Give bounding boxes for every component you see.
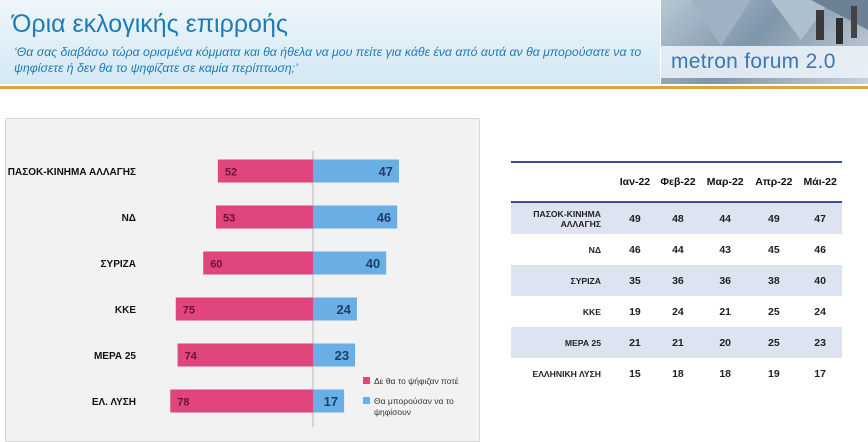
- category-label: ΣΥΡΙΖΑ: [101, 259, 136, 270]
- value-cell: 24: [814, 305, 826, 318]
- bar-could-vote: [313, 343, 356, 367]
- header-divider: [0, 86, 868, 89]
- party-cell: ΕΛΛΗΝΙΚΗ ΛΥΣΗ: [532, 368, 601, 379]
- data-label-never-vote: 53: [223, 213, 235, 225]
- bar-never-vote: [217, 159, 313, 183]
- bar-could-vote: [313, 251, 387, 275]
- data-label-could-vote: 40: [366, 256, 380, 271]
- data-label-never-vote: 60: [210, 259, 222, 271]
- table-header-row: Ιαν-22 Φεβ-22 Μαρ-22 Απρ-22 Μάι-22: [511, 163, 842, 203]
- value-cell: 36: [654, 265, 702, 296]
- party-cell: ΝΔ: [588, 244, 601, 255]
- category-label: ΠΑΣΟΚ-ΚΙΝΗΜΑ ΑΛΛΑΓΗΣ: [8, 167, 136, 178]
- value-cell: 48: [654, 202, 702, 234]
- table-header-cell: Μάι-22: [798, 163, 842, 203]
- logo-band: [661, 46, 868, 78]
- bar-could-vote: [313, 297, 357, 321]
- value-cell: 21: [654, 327, 702, 358]
- metron-forum-logo: metron forum 2.0: [671, 50, 836, 73]
- value-cell: 25: [767, 305, 780, 318]
- value-cell: 21: [719, 305, 732, 318]
- data-label-could-vote: 46: [377, 210, 391, 225]
- page-title: Όρια εκλογικής επιρροής: [12, 10, 288, 38]
- bar-never-vote: [203, 251, 313, 275]
- legend-label-never-vote: Δε θα το ψήφιζαν ποτέ: [374, 376, 459, 386]
- table-top-rule: [511, 161, 842, 163]
- trend-table: Ιαν-22 Φεβ-22 Μαρ-22 Απρ-22 Μάι-22 ΠΑΣΟΚ…: [511, 163, 842, 389]
- party-cell: ΠΑΣΟΚ-ΚΙΝΗΜΑ ΑΛΛΑΓΗΣ: [511, 202, 615, 234]
- bar-never-vote: [177, 343, 313, 367]
- bar-never-vote: [170, 389, 313, 413]
- category-label: ΜΕΡΑ 25: [94, 351, 136, 362]
- table-row: ΚΚΕ 19 24 21 25 24: [511, 296, 842, 327]
- data-label-could-vote: 17: [324, 394, 338, 409]
- legend-swatch-never-vote: [363, 377, 370, 384]
- data-label-never-vote: 75: [183, 305, 195, 317]
- chart-canvas: 52 47 ΠΑΣΟΚ-ΚΙΝΗΜΑ ΑΛΛΑΓΗΣ 53 46 ΝΔ 60 40 ΣΥΡΙΖΑ…: [8, 151, 459, 427]
- value-cell: 24: [672, 305, 684, 318]
- value-cell: 44: [701, 202, 750, 234]
- legend-label-could-vote: Θα μπορούσαν να το ψηφίσουν: [374, 396, 454, 417]
- value-cell: 43: [719, 243, 732, 256]
- table-row: ΠΑΣΟΚ-ΚΙΝΗΜΑ ΑΛΛΑΓΗΣ 49 48 44 49 47: [511, 202, 842, 234]
- value-cell: 19: [629, 305, 641, 318]
- data-label-could-vote: 23: [335, 348, 349, 363]
- data-label-never-vote: 78: [177, 397, 189, 409]
- header-background: [0, 0, 660, 84]
- table-row: ΜΕΡΑ 25 21 21 20 25 23: [511, 327, 842, 358]
- table-header-cell: Απρ-22: [749, 163, 799, 203]
- bar-could-vote: [313, 205, 398, 229]
- value-cell: 17: [814, 367, 826, 380]
- value-cell: 19: [767, 367, 780, 380]
- value-cell: 45: [767, 243, 780, 256]
- value-cell: 23: [798, 327, 842, 358]
- value-cell: 20: [701, 327, 750, 358]
- bar-could-vote: [313, 159, 400, 183]
- value-cell: 46: [814, 243, 826, 256]
- category-label: ΕΛ. ΛΥΣΗ: [92, 397, 136, 408]
- bar-never-vote: [175, 297, 313, 321]
- value-cell: 36: [701, 265, 750, 296]
- logo-photo-graphic: [691, 0, 868, 46]
- data-label-never-vote: 52: [225, 167, 237, 179]
- value-cell: 49: [749, 202, 799, 234]
- value-cell: 47: [798, 202, 842, 234]
- data-label-never-vote: 74: [185, 351, 198, 363]
- party-cell: ΣΥΡΙΖΑ: [511, 265, 615, 296]
- slide-header: Όρια εκλογικής επιρροής ‘Θα σας διαβάσω …: [0, 0, 868, 89]
- logo-panel: metron forum 2.0: [661, 0, 868, 84]
- table-row: ΣΥΡΙΖΑ 35 36 36 38 40: [511, 265, 842, 296]
- table-header-cell: Μαρ-22: [701, 163, 750, 203]
- value-cell: 35: [615, 265, 655, 296]
- diverging-bar-chart: 52 47 ΠΑΣΟΚ-ΚΙΝΗΜΑ ΑΛΛΑΓΗΣ 53 46 ΝΔ 60 40 ΣΥΡΙΖΑ…: [5, 118, 480, 442]
- bar-could-vote: [313, 389, 345, 413]
- table-row: ΕΛΛΗΝΙΚΗ ΛΥΣΗ 15 18 18 19 17: [511, 358, 842, 389]
- data-label-could-vote: 24: [336, 302, 351, 317]
- party-cell: ΚΚΕ: [582, 306, 601, 317]
- value-cell: 18: [672, 367, 684, 380]
- value-cell: 40: [798, 265, 842, 296]
- value-cell: 21: [615, 327, 655, 358]
- category-label: ΝΔ: [122, 213, 136, 224]
- table-header-cell: Φεβ-22: [654, 163, 702, 203]
- category-label: ΚΚΕ: [115, 305, 136, 316]
- value-cell: 49: [615, 202, 655, 234]
- value-cell: 25: [749, 327, 799, 358]
- table-header-cell: Ιαν-22: [615, 163, 655, 203]
- table-row: ΝΔ 46 44 43 45 46: [511, 234, 842, 265]
- value-cell: 44: [672, 243, 684, 256]
- data-label-could-vote: 47: [379, 164, 393, 179]
- value-cell: 15: [629, 367, 641, 380]
- legend-swatch-could-vote: [363, 397, 370, 404]
- value-cell: 38: [749, 265, 799, 296]
- value-cell: 18: [719, 367, 732, 380]
- bar-never-vote: [216, 205, 313, 229]
- party-cell: ΜΕΡΑ 25: [511, 327, 615, 358]
- table-header-cell: [511, 163, 615, 203]
- value-cell: 46: [629, 243, 641, 256]
- question-text: ‘Θα σας διαβάσω τώρα ορισμένα κόμματα κα…: [14, 45, 642, 75]
